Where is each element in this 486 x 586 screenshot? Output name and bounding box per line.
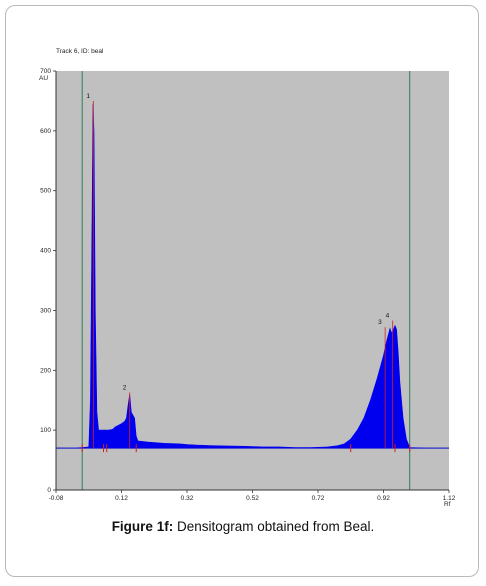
peak-label: 4 <box>386 313 390 320</box>
chart-panel-title: Track 6, ID: beal <box>56 48 104 55</box>
y-tick-label: 300 <box>40 307 51 314</box>
densitogram-trace <box>56 103 449 449</box>
y-tick-label: 600 <box>40 128 51 135</box>
y-tick-label: 700 <box>40 68 51 75</box>
x-axis-label: Rf <box>444 501 451 508</box>
y-tick-label: 200 <box>40 367 51 374</box>
y-tick-label: 0 <box>47 487 51 494</box>
x-tick-label: 0.72 <box>312 495 325 502</box>
y-tick-label: 500 <box>40 188 51 195</box>
x-tick-label: 0.52 <box>246 495 259 502</box>
peak-label: 3 <box>378 319 382 326</box>
x-tick-label: 1.12 <box>443 495 456 502</box>
y-axis-label: AU <box>39 75 48 82</box>
peak-label: 2 <box>123 384 127 391</box>
x-tick-label: 0.92 <box>377 495 390 502</box>
x-tick-label: 0.12 <box>115 495 128 502</box>
figure-caption: Figure 1f: Densitogram obtained from Bea… <box>0 519 486 534</box>
caption-text: Densitogram obtained from Beal. <box>173 519 375 534</box>
x-tick-label: 0.32 <box>181 495 194 502</box>
y-tick-label: 100 <box>40 427 51 434</box>
y-tick-label: 400 <box>40 248 51 255</box>
caption-label: Figure 1f: <box>111 519 174 534</box>
peak-label: 1 <box>86 93 90 100</box>
x-tick-label: -0.08 <box>49 495 64 502</box>
